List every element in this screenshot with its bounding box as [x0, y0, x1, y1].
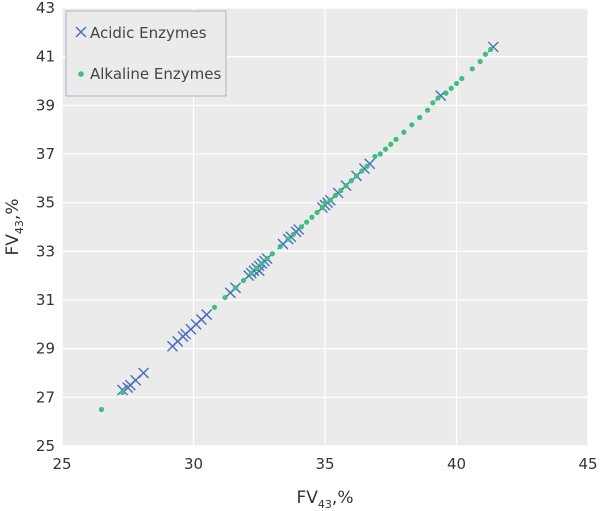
alkaline-point: [298, 224, 304, 230]
y-tick-label: 43: [36, 0, 55, 17]
alkaline-point: [332, 192, 339, 198]
acidic-point: [201, 309, 213, 321]
y-tick-label: 27: [36, 388, 55, 406]
alkaline-point: [338, 187, 344, 194]
alkaline-point: [435, 95, 441, 101]
legend-x-icon: [75, 26, 87, 38]
acidic-point: [138, 367, 150, 379]
alkaline-point: [469, 66, 475, 72]
legend-label-acidic: Acidic Enzymes: [90, 24, 207, 42]
alkaline-point: [430, 100, 436, 106]
y-tick-label: 37: [36, 145, 55, 163]
alkaline-point: [488, 46, 494, 52]
alkaline-point: [211, 304, 218, 310]
y-axis-title: FV43,%: [3, 199, 26, 256]
alkaline-point: [482, 51, 489, 57]
alkaline-point: [401, 129, 407, 135]
y-tick-label: 31: [36, 291, 55, 309]
legend-marker-acidic: [75, 26, 87, 38]
alkaline-point: [314, 209, 320, 215]
alkaline-point: [222, 294, 228, 301]
x-axis-title: FV43,%: [297, 488, 354, 511]
legend-label-alkaline: Alkaline Enzymes: [90, 65, 221, 83]
y-tick-label: 39: [36, 96, 55, 114]
alkaline-point: [240, 277, 247, 284]
alkaline-point: [348, 178, 354, 184]
alkaline-point: [309, 214, 315, 220]
x-tick-label: 25: [52, 455, 71, 473]
legend-marker-alkaline: [78, 71, 84, 77]
alkaline-point: [322, 200, 328, 206]
alkaline-point: [264, 256, 270, 262]
alkaline-point: [98, 406, 105, 413]
alkaline-point: [377, 151, 383, 157]
alkaline-point: [290, 231, 297, 237]
alkaline-point: [424, 107, 431, 113]
x-tick-label: 45: [578, 455, 597, 473]
alkaline-point: [393, 136, 399, 142]
data-points: [98, 41, 499, 413]
alkaline-point: [388, 141, 394, 147]
alkaline-point: [372, 153, 378, 160]
alkaline-point: [327, 197, 333, 203]
alkaline-point: [364, 163, 370, 169]
alkaline-point: [409, 122, 415, 128]
y-tick-label: 35: [36, 194, 55, 212]
alkaline-point: [259, 260, 265, 267]
alkaline-point: [382, 146, 389, 152]
y-tick-label: 29: [36, 340, 55, 358]
alkaline-point: [477, 58, 483, 65]
alkaline-point: [353, 173, 360, 179]
alkaline-point: [248, 270, 254, 276]
alkaline-point: [254, 265, 260, 271]
y-tick-label: 25: [36, 437, 55, 455]
alkaline-point: [343, 183, 349, 189]
alkaline-point: [303, 219, 310, 225]
alkaline-point: [285, 236, 291, 242]
tick-labels: 25 30 35 40 45 25 27 29 31 33 35 37 39 41 43: [36, 0, 598, 473]
legend-dot-icon: [78, 71, 84, 77]
alkaline-point: [277, 243, 283, 250]
alkaline-point: [269, 251, 275, 257]
alkaline-point: [459, 75, 465, 82]
x-tick-label: 35: [315, 455, 334, 473]
alkaline-point: [319, 204, 325, 211]
alkaline-point: [453, 80, 460, 87]
alkaline-point: [359, 168, 365, 174]
legend-box: [65, 10, 227, 97]
x-tick-label: 30: [184, 455, 203, 473]
y-tick-label: 41: [36, 48, 55, 66]
alkaline-point: [443, 90, 449, 96]
alkaline-point: [448, 85, 454, 91]
alkaline-point: [232, 285, 239, 291]
alkaline-point: [119, 389, 126, 396]
legend: Acidic Enzymes Alkaline Enzymes: [65, 10, 227, 97]
x-tick-label: 40: [447, 455, 466, 473]
alkaline-point: [417, 114, 423, 121]
y-tick-label: 33: [36, 242, 55, 260]
